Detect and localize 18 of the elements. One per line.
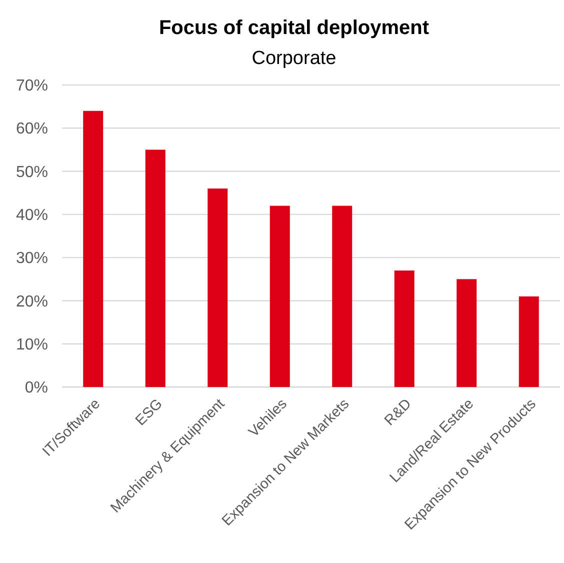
bar [518, 296, 539, 387]
y-tick-label: 50% [16, 164, 48, 181]
bar [145, 150, 166, 387]
y-tick-label: 40% [16, 207, 48, 224]
y-tick-label: 10% [16, 336, 48, 354]
bar [394, 270, 414, 387]
y-tick-label: 70% [16, 78, 48, 95]
chart-title: Focus of capital deployment [158, 17, 430, 39]
bar [456, 279, 477, 387]
y-tick-label: 20% [16, 293, 48, 310]
bar [208, 188, 228, 387]
chart-subtitle: Corporate [252, 48, 336, 69]
y-tick-label: 30% [16, 250, 48, 268]
bar [83, 110, 104, 387]
y-tick-label: 0% [24, 380, 48, 397]
bar [270, 206, 290, 387]
bar [332, 206, 352, 387]
y-tick-label: 60% [16, 120, 48, 138]
